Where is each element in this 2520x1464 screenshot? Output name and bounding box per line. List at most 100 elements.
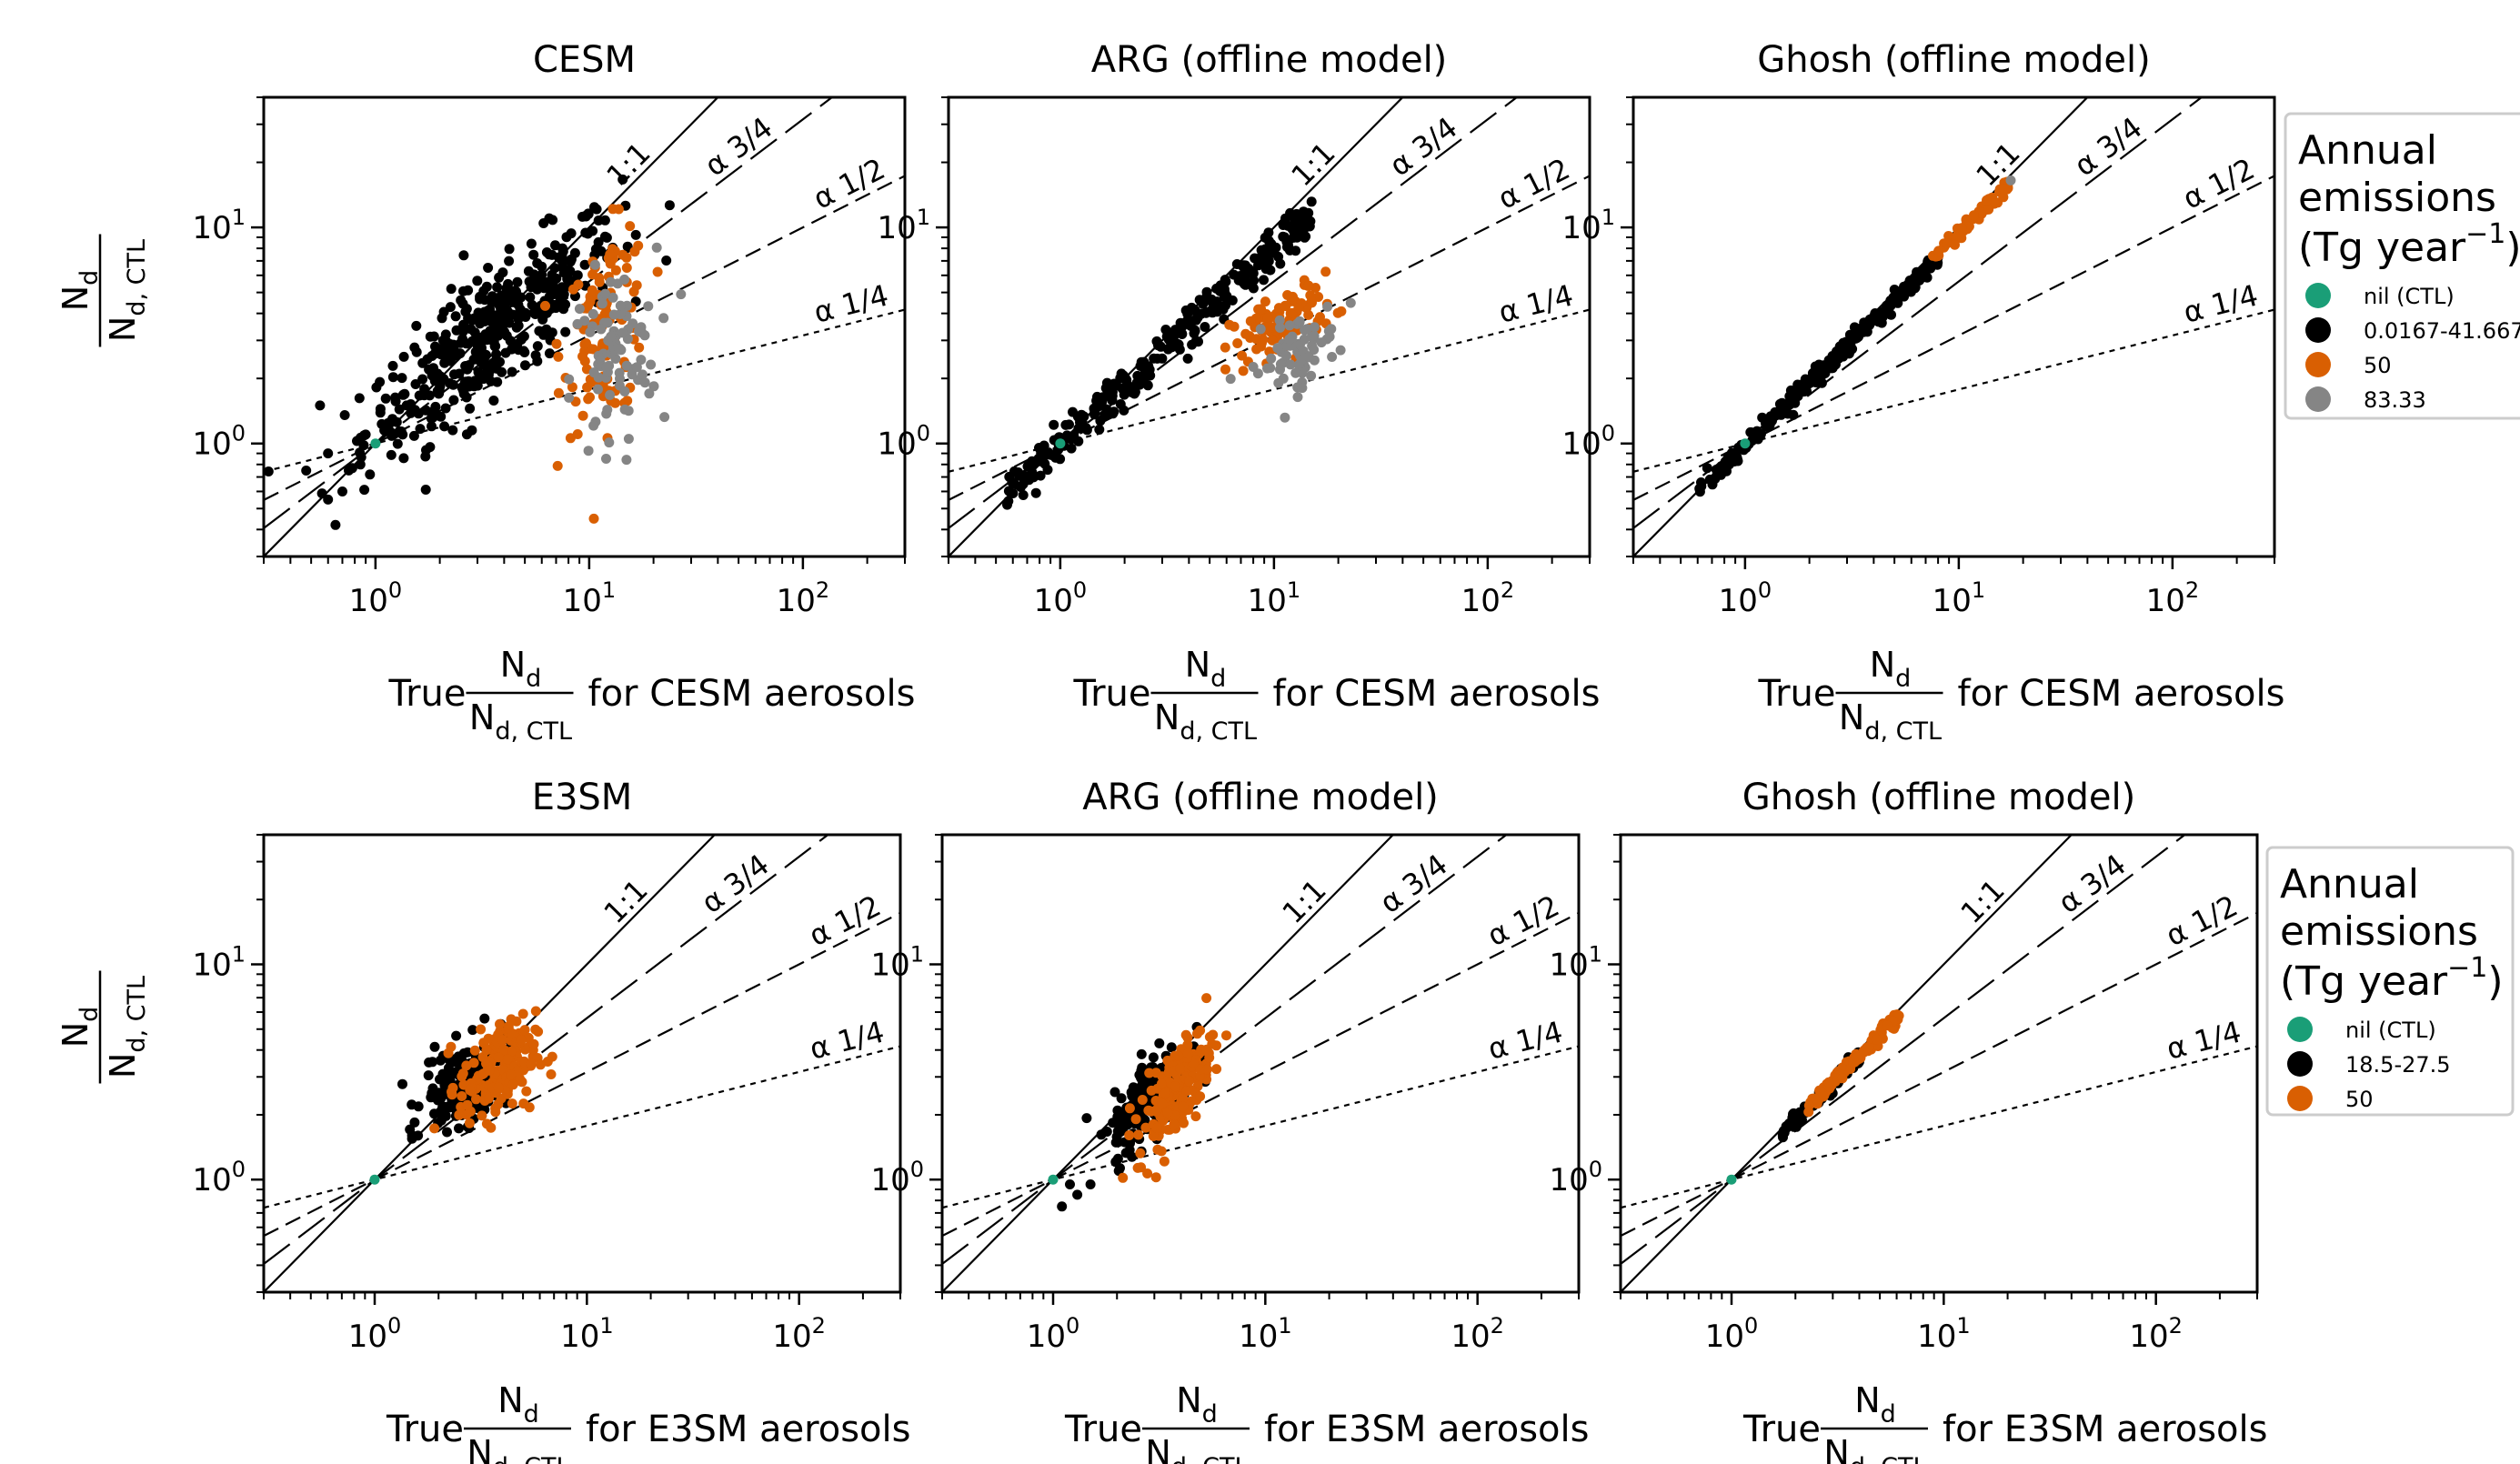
data-point — [1182, 353, 1193, 364]
x-label-suffix: for E3SM aerosols — [1264, 1409, 1589, 1450]
data-point — [1178, 1093, 1189, 1104]
data-point — [1237, 350, 1248, 361]
x-tick-label: 101 — [560, 1313, 614, 1355]
data-point — [1066, 443, 1077, 454]
data-point — [469, 313, 480, 324]
data-point — [564, 374, 575, 385]
data-point — [619, 404, 630, 415]
data-point — [472, 380, 483, 391]
data-point — [631, 362, 642, 373]
data-point — [429, 1041, 440, 1052]
data-point — [1172, 1050, 1183, 1061]
data-point — [1170, 1081, 1180, 1092]
data-point — [456, 295, 467, 306]
x-tick-label: 102 — [2129, 1313, 2183, 1355]
data-point — [1109, 1087, 1120, 1098]
data-point — [409, 1117, 420, 1128]
x-tick-label: 102 — [2146, 577, 2200, 619]
x-label-numerator: Nd — [500, 645, 542, 693]
data-point — [1180, 1029, 1191, 1040]
x-tick-label-superscript: 2 — [1491, 1313, 1504, 1339]
data-point — [1144, 1068, 1155, 1078]
data-point — [1201, 306, 1212, 317]
data-point — [1284, 334, 1295, 345]
x-label-prefix: True — [1742, 1409, 1821, 1450]
x-tick-label: 100 — [349, 577, 403, 619]
data-point — [352, 436, 362, 446]
data-point — [1219, 284, 1230, 295]
data-point — [1112, 1153, 1123, 1164]
x-tick-label-base: 10 — [1705, 1319, 1744, 1355]
data-point — [1121, 378, 1132, 389]
x-label-denominator-base: N — [467, 1433, 492, 1464]
data-point — [1274, 315, 1285, 326]
data-point — [1220, 276, 1231, 287]
data-point — [481, 359, 491, 370]
data-point — [1221, 1030, 1231, 1041]
reference-lines — [942, 835, 1579, 1292]
data-point — [517, 1008, 528, 1019]
x-label-denominator-subscript: d, CTL — [495, 717, 572, 746]
x-label-denominator: Nd, CTL — [1823, 1433, 1926, 1464]
y-tick-label-superscript: 1 — [1601, 205, 1615, 230]
x-tick-label-base: 10 — [2146, 583, 2185, 619]
data-point — [600, 288, 610, 299]
data-point — [1150, 1172, 1161, 1183]
reference-line-0.5 — [264, 912, 900, 1238]
data-point — [1851, 327, 1862, 338]
y-label-denominator-subscript: d, CTL — [123, 976, 151, 1053]
data-point — [602, 405, 613, 416]
line-label: α 3/4 — [1383, 110, 1464, 183]
data-point — [587, 285, 597, 296]
data-point — [1107, 395, 1118, 406]
data-point — [481, 367, 492, 378]
data-point — [489, 322, 500, 333]
data-point — [507, 1028, 518, 1039]
scatter-points — [1048, 993, 1231, 1212]
x-tick-label-base: 10 — [348, 1319, 387, 1355]
data-point — [445, 302, 456, 313]
data-point — [561, 232, 572, 243]
line-label: α 1/4 — [1495, 278, 1577, 330]
x-label-denominator-subscript: d, CTL — [1850, 1453, 1927, 1464]
data-point — [610, 397, 620, 408]
y-tick-label-superscript: 0 — [232, 421, 246, 446]
data-point — [477, 1110, 487, 1121]
data-point — [1845, 338, 1856, 349]
data-point — [1998, 192, 2009, 203]
data-point — [457, 1071, 467, 1082]
x-label-denominator-subscript: d, CTL — [1864, 717, 1942, 746]
data-point — [526, 238, 537, 249]
data-point — [579, 259, 590, 270]
data-point — [430, 341, 440, 352]
data-point — [488, 334, 499, 345]
line-label: α 3/4 — [2052, 847, 2133, 920]
data-point — [504, 256, 515, 266]
data-point — [1201, 993, 1212, 1004]
data-point — [1290, 367, 1301, 378]
data-point — [617, 327, 627, 338]
legend-entry-label: 50 — [2345, 1087, 2374, 1112]
data-point — [1281, 350, 1291, 361]
x-tick-label-base: 10 — [1451, 1319, 1490, 1355]
data-point — [1206, 294, 1217, 305]
data-point — [1201, 286, 1212, 297]
data-point — [553, 387, 564, 398]
plot-frame — [1631, 95, 2276, 558]
data-point — [1326, 324, 1337, 335]
data-point — [1022, 472, 1033, 482]
x-tick-label-base: 10 — [777, 583, 816, 619]
y-label-numerator-base: N — [55, 1022, 95, 1048]
line-label: 1:1 — [1969, 135, 2026, 193]
data-point — [676, 289, 687, 300]
data-point — [1128, 1082, 1139, 1093]
data-point — [532, 258, 543, 268]
panel-title: Ghosh (offline model) — [1757, 39, 2150, 81]
data-point — [661, 256, 672, 266]
data-point — [589, 202, 599, 213]
data-point — [1022, 461, 1033, 472]
data-point — [1838, 337, 1849, 348]
y-tick-label-base: 10 — [877, 210, 916, 246]
data-point — [623, 434, 634, 445]
y-label-denominator-base: N — [103, 1053, 143, 1078]
